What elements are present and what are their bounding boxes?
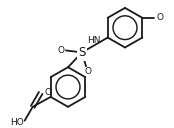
Text: O: O [44, 88, 51, 97]
Text: O: O [85, 67, 92, 76]
Text: HN: HN [87, 36, 101, 45]
Text: O: O [57, 46, 65, 55]
Text: O: O [157, 13, 164, 22]
Text: HO: HO [10, 118, 23, 127]
Text: S: S [78, 46, 86, 59]
